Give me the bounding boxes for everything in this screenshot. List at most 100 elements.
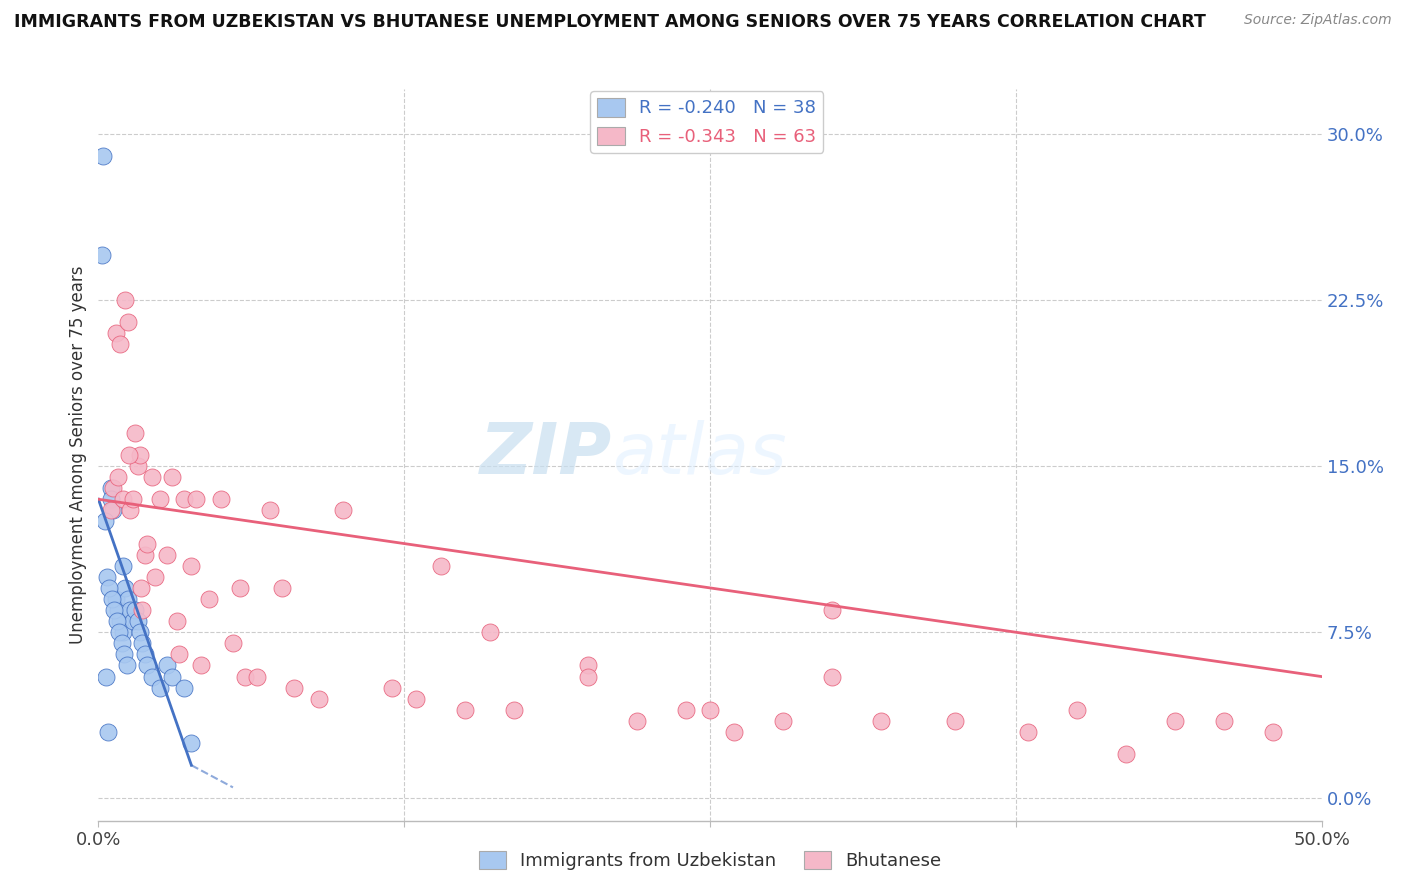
Point [105, 614, 128, 628]
Point [186, 492, 208, 507]
Point [134, 648, 156, 662]
Point [1261, 725, 1284, 739]
Y-axis label: Unemployment Among Seniors over 75 years: Unemployment Among Seniors over 75 years [69, 266, 87, 644]
Point [136, 658, 159, 673]
Point [190, 658, 212, 673]
Point [110, 337, 132, 351]
Point [1164, 714, 1187, 728]
Point [111, 625, 134, 640]
Point [117, 315, 139, 329]
Point [121, 614, 143, 628]
Point [209, 492, 232, 507]
Point [131, 636, 153, 650]
Point [723, 725, 745, 739]
Point [1115, 747, 1137, 761]
Point [104, 592, 127, 607]
Point [675, 703, 697, 717]
Point [478, 625, 501, 640]
Point [173, 681, 195, 695]
Text: IMMIGRANTS FROM UZBEKISTAN VS BHUTANESE UNEMPLOYMENT AMONG SENIORS OVER 75 YEARS: IMMIGRANTS FROM UZBEKISTAN VS BHUTANESE … [14, 13, 1206, 31]
Point [149, 492, 172, 507]
Point [101, 503, 124, 517]
Point [156, 658, 179, 673]
Point [131, 603, 153, 617]
Point [110, 614, 132, 628]
Point [136, 536, 159, 550]
Point [430, 558, 453, 573]
Point [246, 669, 269, 683]
Point [160, 470, 183, 484]
Point [107, 470, 129, 484]
Point [118, 448, 141, 462]
Point [160, 669, 183, 683]
Point [233, 669, 256, 683]
Point [91, 149, 114, 163]
Point [111, 492, 134, 507]
Point [127, 614, 149, 628]
Point [259, 503, 281, 517]
Point [141, 669, 163, 683]
Point [124, 425, 146, 440]
Text: ZIP: ZIP [479, 420, 612, 490]
Point [91, 248, 114, 262]
Point [943, 714, 966, 728]
Point [129, 448, 152, 462]
Point [283, 681, 305, 695]
Point [100, 481, 122, 495]
Point [134, 548, 156, 562]
Point [167, 648, 190, 662]
Point [149, 681, 172, 695]
Point [129, 625, 152, 640]
Point [101, 481, 124, 495]
Point [180, 558, 202, 573]
Point [114, 293, 136, 307]
Point [108, 625, 131, 640]
Point [454, 703, 477, 717]
Point [576, 658, 599, 673]
Point [96, 570, 118, 584]
Point [1212, 714, 1234, 728]
Point [97, 725, 120, 739]
Point [121, 492, 143, 507]
Point [503, 703, 526, 717]
Point [821, 603, 844, 617]
Point [111, 636, 134, 650]
Point [772, 714, 794, 728]
Point [100, 503, 122, 517]
Point [197, 592, 219, 607]
Point [308, 691, 330, 706]
Point [143, 570, 166, 584]
Point [156, 548, 179, 562]
Point [173, 492, 195, 507]
Point [141, 470, 163, 484]
Point [1066, 703, 1088, 717]
Point [104, 326, 127, 340]
Point [115, 658, 138, 673]
Point [166, 614, 188, 628]
Point [405, 691, 427, 706]
Point [120, 603, 142, 617]
Point [124, 603, 146, 617]
Point [98, 581, 121, 595]
Text: atlas: atlas [612, 420, 787, 490]
Point [626, 714, 648, 728]
Point [229, 581, 252, 595]
Point [117, 592, 139, 607]
Point [870, 714, 893, 728]
Point [1017, 725, 1039, 739]
Point [114, 581, 136, 595]
Point [112, 648, 135, 662]
Point [120, 503, 142, 517]
Point [381, 681, 404, 695]
Point [111, 558, 134, 573]
Point [127, 458, 149, 473]
Point [180, 736, 202, 750]
Point [93, 515, 115, 529]
Point [821, 669, 844, 683]
Point [576, 669, 599, 683]
Point [270, 581, 294, 595]
Point [103, 603, 125, 617]
Point [100, 492, 122, 507]
Legend: Immigrants from Uzbekistan, Bhutanese: Immigrants from Uzbekistan, Bhutanese [471, 844, 949, 878]
Point [699, 703, 721, 717]
